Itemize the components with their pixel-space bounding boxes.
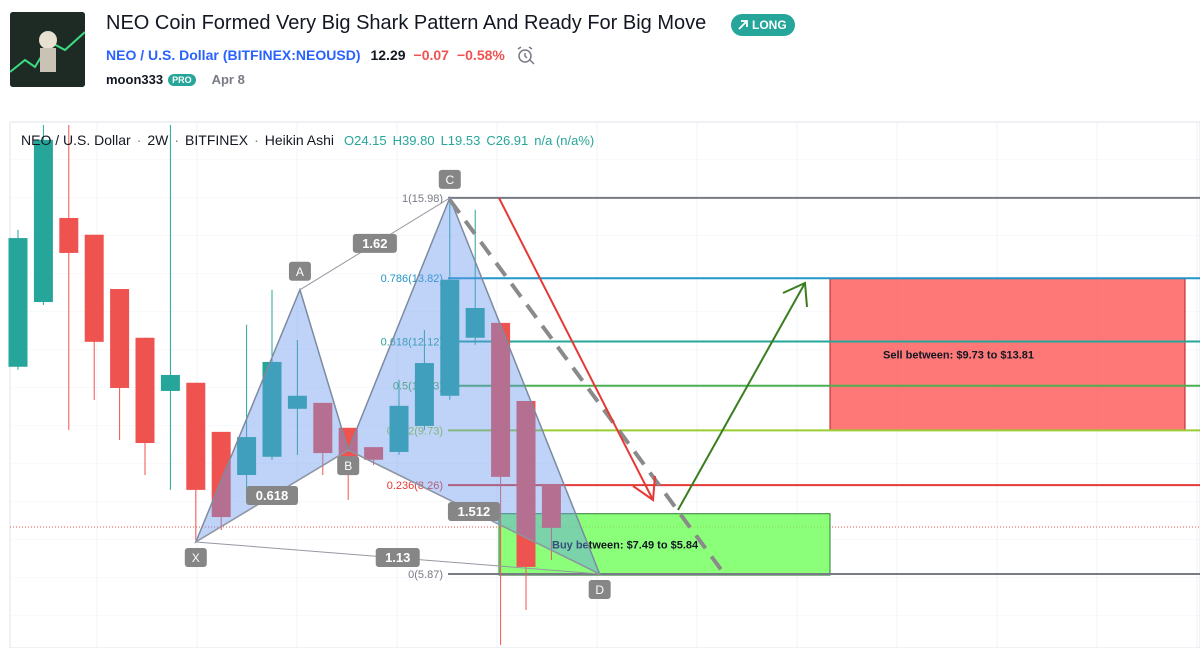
long-badge: LONG xyxy=(731,14,795,36)
last-price: 12.29 xyxy=(370,47,406,63)
separator: · xyxy=(136,132,142,148)
alert-icon[interactable] xyxy=(515,45,537,65)
pattern-labels: 1.62 0.618 1.512 1.13 X A B C D xyxy=(184,169,611,599)
legend-ohlc-value: L19.53 xyxy=(440,133,481,148)
point-label: C xyxy=(445,173,454,187)
chart-legend: NEO / U.S. Dollar · 2W · BITFINEX · Heikin … xyxy=(21,132,594,148)
ratio-label-bg xyxy=(447,502,500,522)
legend-interval: 2W xyxy=(147,132,169,148)
symbol-code[interactable]: (BITFINEX:NEOUSD) xyxy=(222,47,361,63)
symbol-name[interactable]: NEO / U.S. Dollar xyxy=(106,47,219,63)
candles xyxy=(8,124,561,646)
ratio-label: 1.13 xyxy=(385,550,410,565)
fib-retracement: 1(15.98)0.786(13.82)0.618(12.12)0.5(10.9… xyxy=(381,193,1200,581)
thumbnail-art xyxy=(10,12,85,87)
idea-thumbnail[interactable] xyxy=(10,12,85,87)
legend-ohlc-value: O24.15 xyxy=(344,133,387,148)
thumbnail-figure xyxy=(39,31,57,49)
legend-symbol: NEO / U.S. Dollar xyxy=(21,132,131,148)
fib-level-label: 1(15.98) xyxy=(402,193,443,205)
candle-body xyxy=(211,431,231,518)
candle-body xyxy=(186,382,206,490)
alert-clock xyxy=(518,49,532,63)
ratio-label: 1.512 xyxy=(458,504,491,519)
price-change: −0.07 xyxy=(413,47,449,63)
candle-body xyxy=(135,337,155,444)
candle-body xyxy=(262,361,282,457)
candle-body xyxy=(364,447,384,460)
alert-hands xyxy=(517,46,535,65)
down-arrow xyxy=(498,197,654,501)
up-arrow-head xyxy=(782,281,808,308)
price-change-pct: −0.58% xyxy=(456,47,505,63)
symbol-row: NEO / U.S. Dollar (BITFINEX:NEOUSD) 12.2… xyxy=(106,45,537,65)
sell-zone-label: Sell between: $9.73 to $13.81 xyxy=(883,349,1034,361)
candle-body xyxy=(110,289,130,388)
candle-body xyxy=(59,217,79,253)
point-label-bg xyxy=(337,456,360,476)
candle-body xyxy=(313,402,333,454)
badge-text: LONG xyxy=(752,18,787,32)
point-label-bg xyxy=(588,579,611,599)
point-label: A xyxy=(296,265,304,279)
point-label-bg xyxy=(438,169,461,189)
legend-ohlc: O24.15 H39.80 L19.53 C26.91 n/a (n/a%) xyxy=(344,133,594,148)
legend-ohlc-value: n/a (n/a%) xyxy=(534,133,595,148)
idea-title[interactable]: NEO Coin Formed Very Big Shark Pattern A… xyxy=(106,12,707,34)
candle-body xyxy=(237,437,257,476)
fib-level-label: 0.618(12.12) xyxy=(381,336,443,348)
legend-exchange: BITFINEX xyxy=(185,132,249,148)
point-label-bg xyxy=(184,547,207,567)
sell-zone xyxy=(829,278,1186,431)
candle-body xyxy=(33,139,53,303)
candle-body xyxy=(84,234,104,342)
fib-level-label: 0(5.87) xyxy=(408,569,443,581)
legend-style: Heikin Ashi xyxy=(264,132,334,148)
candle-body xyxy=(389,405,409,452)
arrow-icon xyxy=(738,20,748,30)
point-label: D xyxy=(595,583,604,597)
thumbnail-figure-body xyxy=(40,48,56,72)
pro-badge: PRO xyxy=(168,73,196,86)
publish-date: Apr 8 xyxy=(211,72,245,87)
candle-body xyxy=(465,307,485,338)
legend-ohlc-value: H39.80 xyxy=(392,133,435,148)
author-name[interactable]: moon333 xyxy=(106,72,164,87)
author-row: moon333 PRO Apr 8 xyxy=(106,72,245,87)
candle-body xyxy=(491,322,511,477)
candle-body xyxy=(160,374,180,391)
point-label: X xyxy=(192,551,200,565)
ratio-label-bg xyxy=(246,486,298,506)
point-label: B xyxy=(344,459,352,473)
fib-level-label: 0.786(13.82) xyxy=(381,273,443,285)
ratio-label-bg xyxy=(375,547,420,567)
candle-body xyxy=(541,483,561,528)
point-label-bg xyxy=(288,261,311,281)
up-arrow xyxy=(677,282,806,511)
down-arrow-head xyxy=(632,475,656,502)
ratio-label-bg xyxy=(352,233,397,253)
legend-ohlc-value: C26.91 xyxy=(486,133,529,148)
candle-body xyxy=(440,279,460,396)
badge-arrow xyxy=(738,20,748,30)
candle-body xyxy=(414,363,434,426)
ratio-label: 1.62 xyxy=(362,236,387,251)
candle-body xyxy=(516,400,536,567)
ratio-label: 0.618 xyxy=(256,488,289,503)
candle-body xyxy=(8,238,28,367)
separator: · xyxy=(254,132,259,148)
projection-arrows xyxy=(448,197,808,577)
candle-body xyxy=(287,395,307,409)
separator: · xyxy=(174,132,180,148)
